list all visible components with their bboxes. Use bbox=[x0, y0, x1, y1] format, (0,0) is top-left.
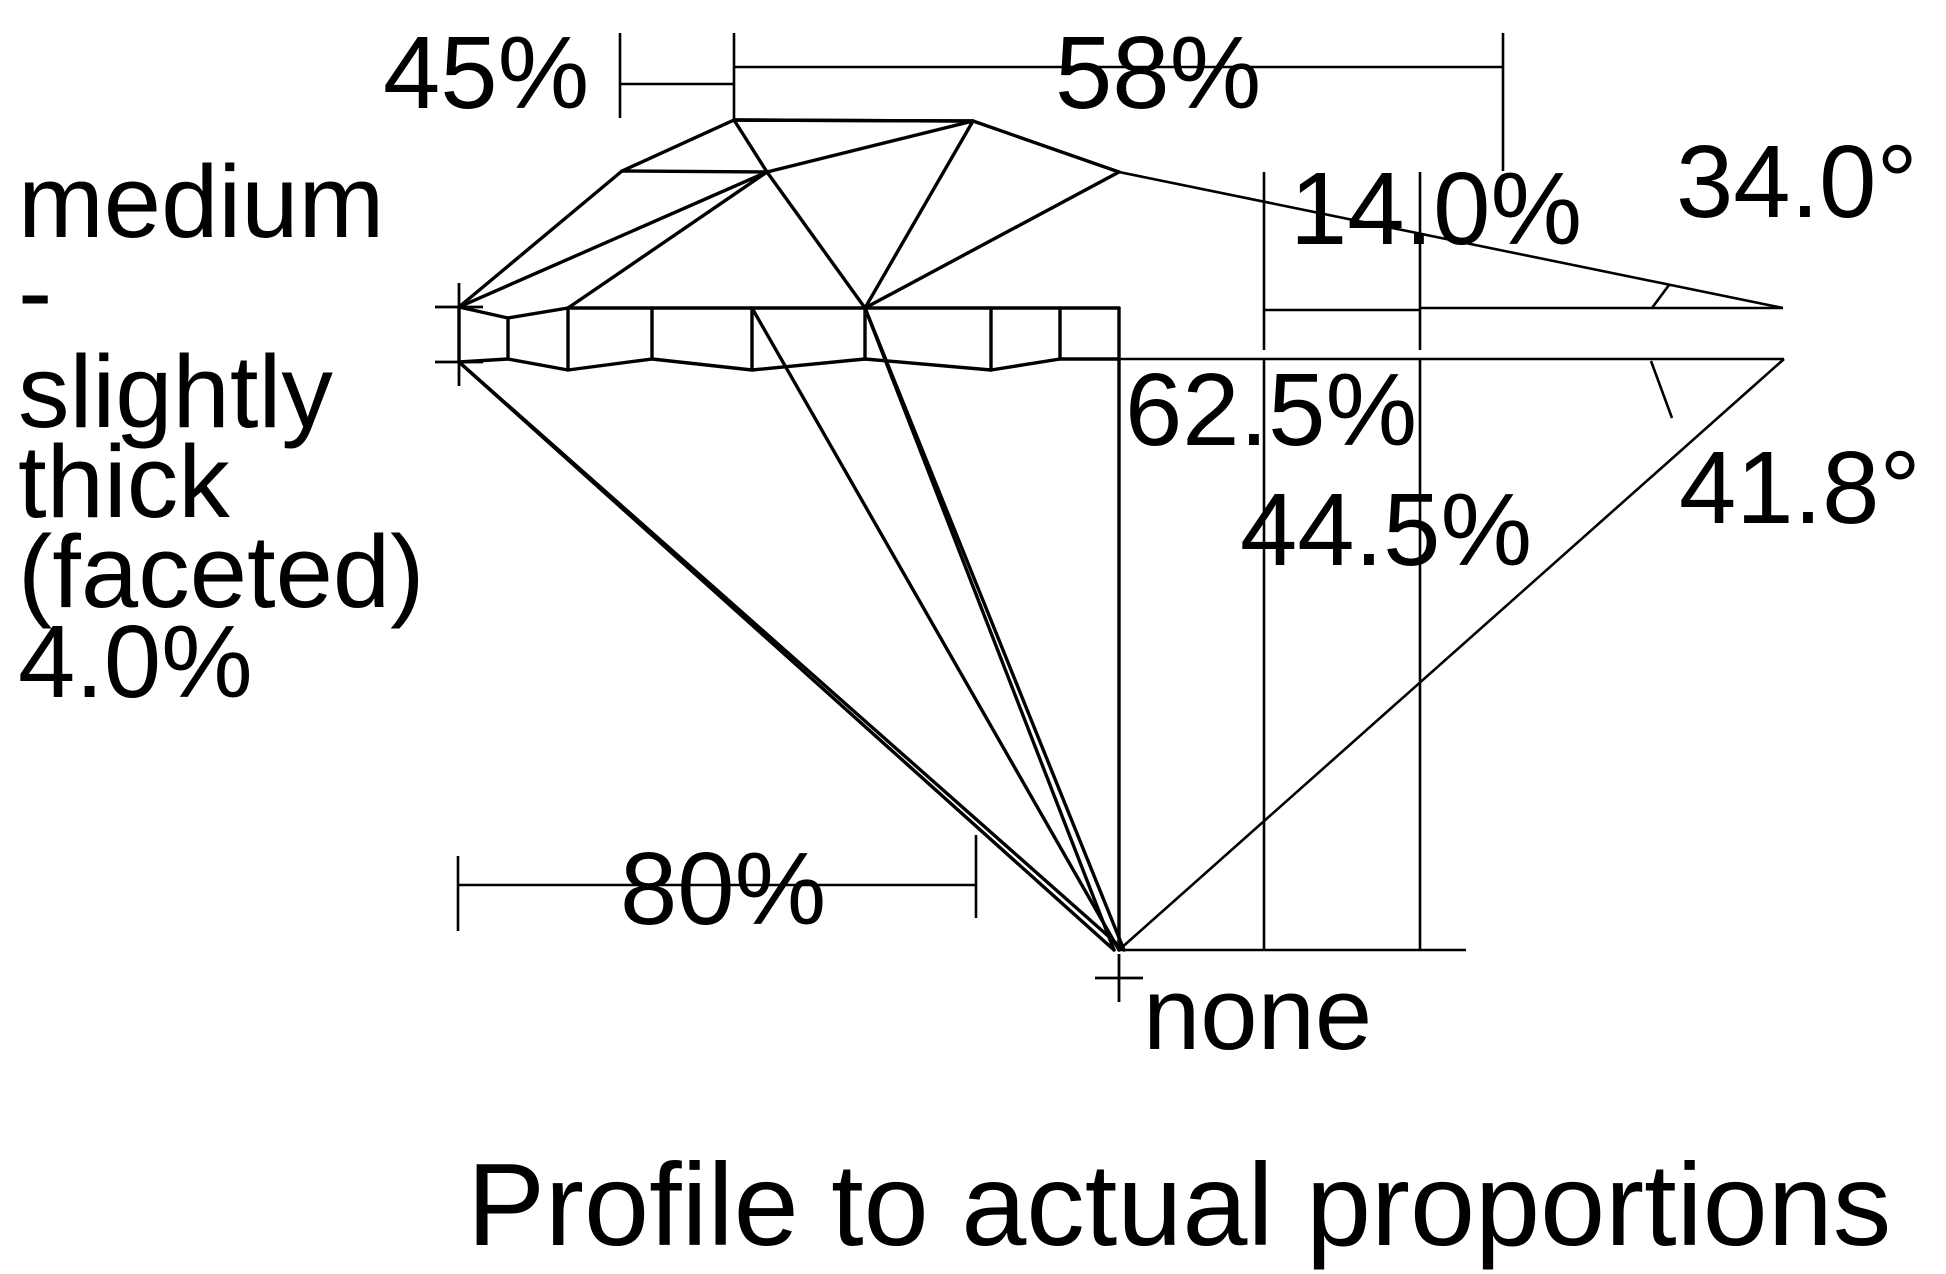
svg-text:80%: 80% bbox=[620, 831, 826, 946]
svg-text:44.5%: 44.5% bbox=[1240, 472, 1532, 587]
svg-text:-: - bbox=[18, 234, 52, 349]
svg-text:62.5%: 62.5% bbox=[1125, 352, 1417, 467]
svg-text:45%: 45% bbox=[383, 15, 589, 130]
svg-text:58%: 58% bbox=[1055, 15, 1261, 130]
svg-text:medium: medium bbox=[18, 144, 384, 259]
svg-text:41.8°: 41.8° bbox=[1679, 430, 1921, 545]
svg-text:Profile to actual proportions: Profile to actual proportions bbox=[467, 1139, 1891, 1270]
svg-text:none: none bbox=[1143, 956, 1372, 1071]
svg-text:34.0°: 34.0° bbox=[1676, 124, 1918, 239]
svg-text:4.0%: 4.0% bbox=[18, 604, 253, 719]
svg-text:14.0%: 14.0% bbox=[1290, 151, 1582, 266]
